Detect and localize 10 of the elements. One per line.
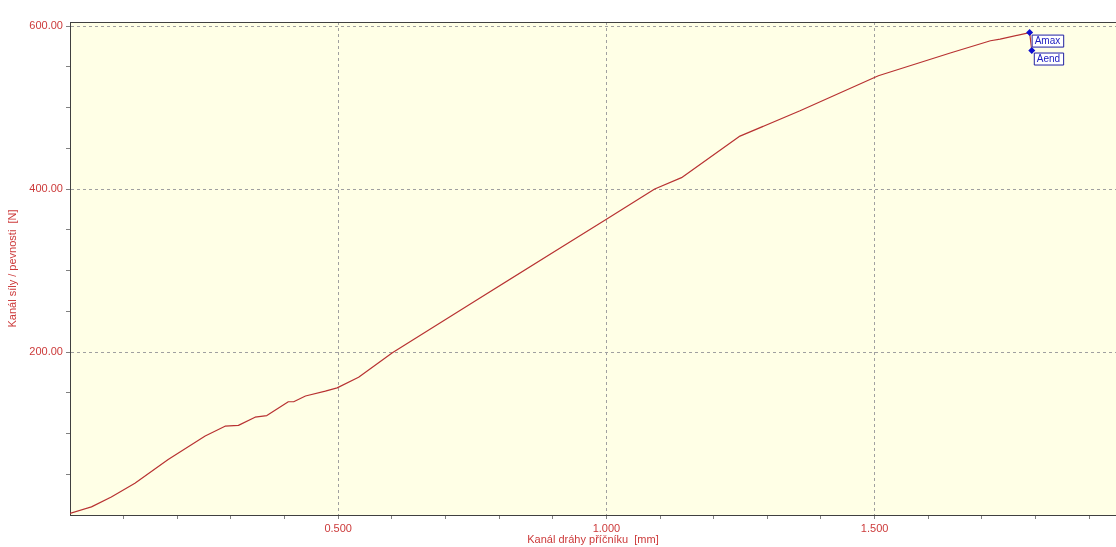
x-tick-label: 1.500 <box>860 521 889 534</box>
y-axis-title: Kanál síly / pevnosti [N] <box>5 209 18 328</box>
annotation: Amax <box>1034 35 1061 47</box>
x-tick-label: 0.500 <box>324 521 352 534</box>
y-tick-label: 400.00 <box>29 182 63 195</box>
x-tick-label: 1.000 <box>592 521 621 534</box>
y-tick-label: 200.00 <box>29 345 63 358</box>
y-tick-label: 600.00 <box>29 19 63 32</box>
annotation: Aend <box>1036 53 1061 65</box>
x-axis-title: Kanál dráhy příčníku [mm] <box>527 533 659 546</box>
